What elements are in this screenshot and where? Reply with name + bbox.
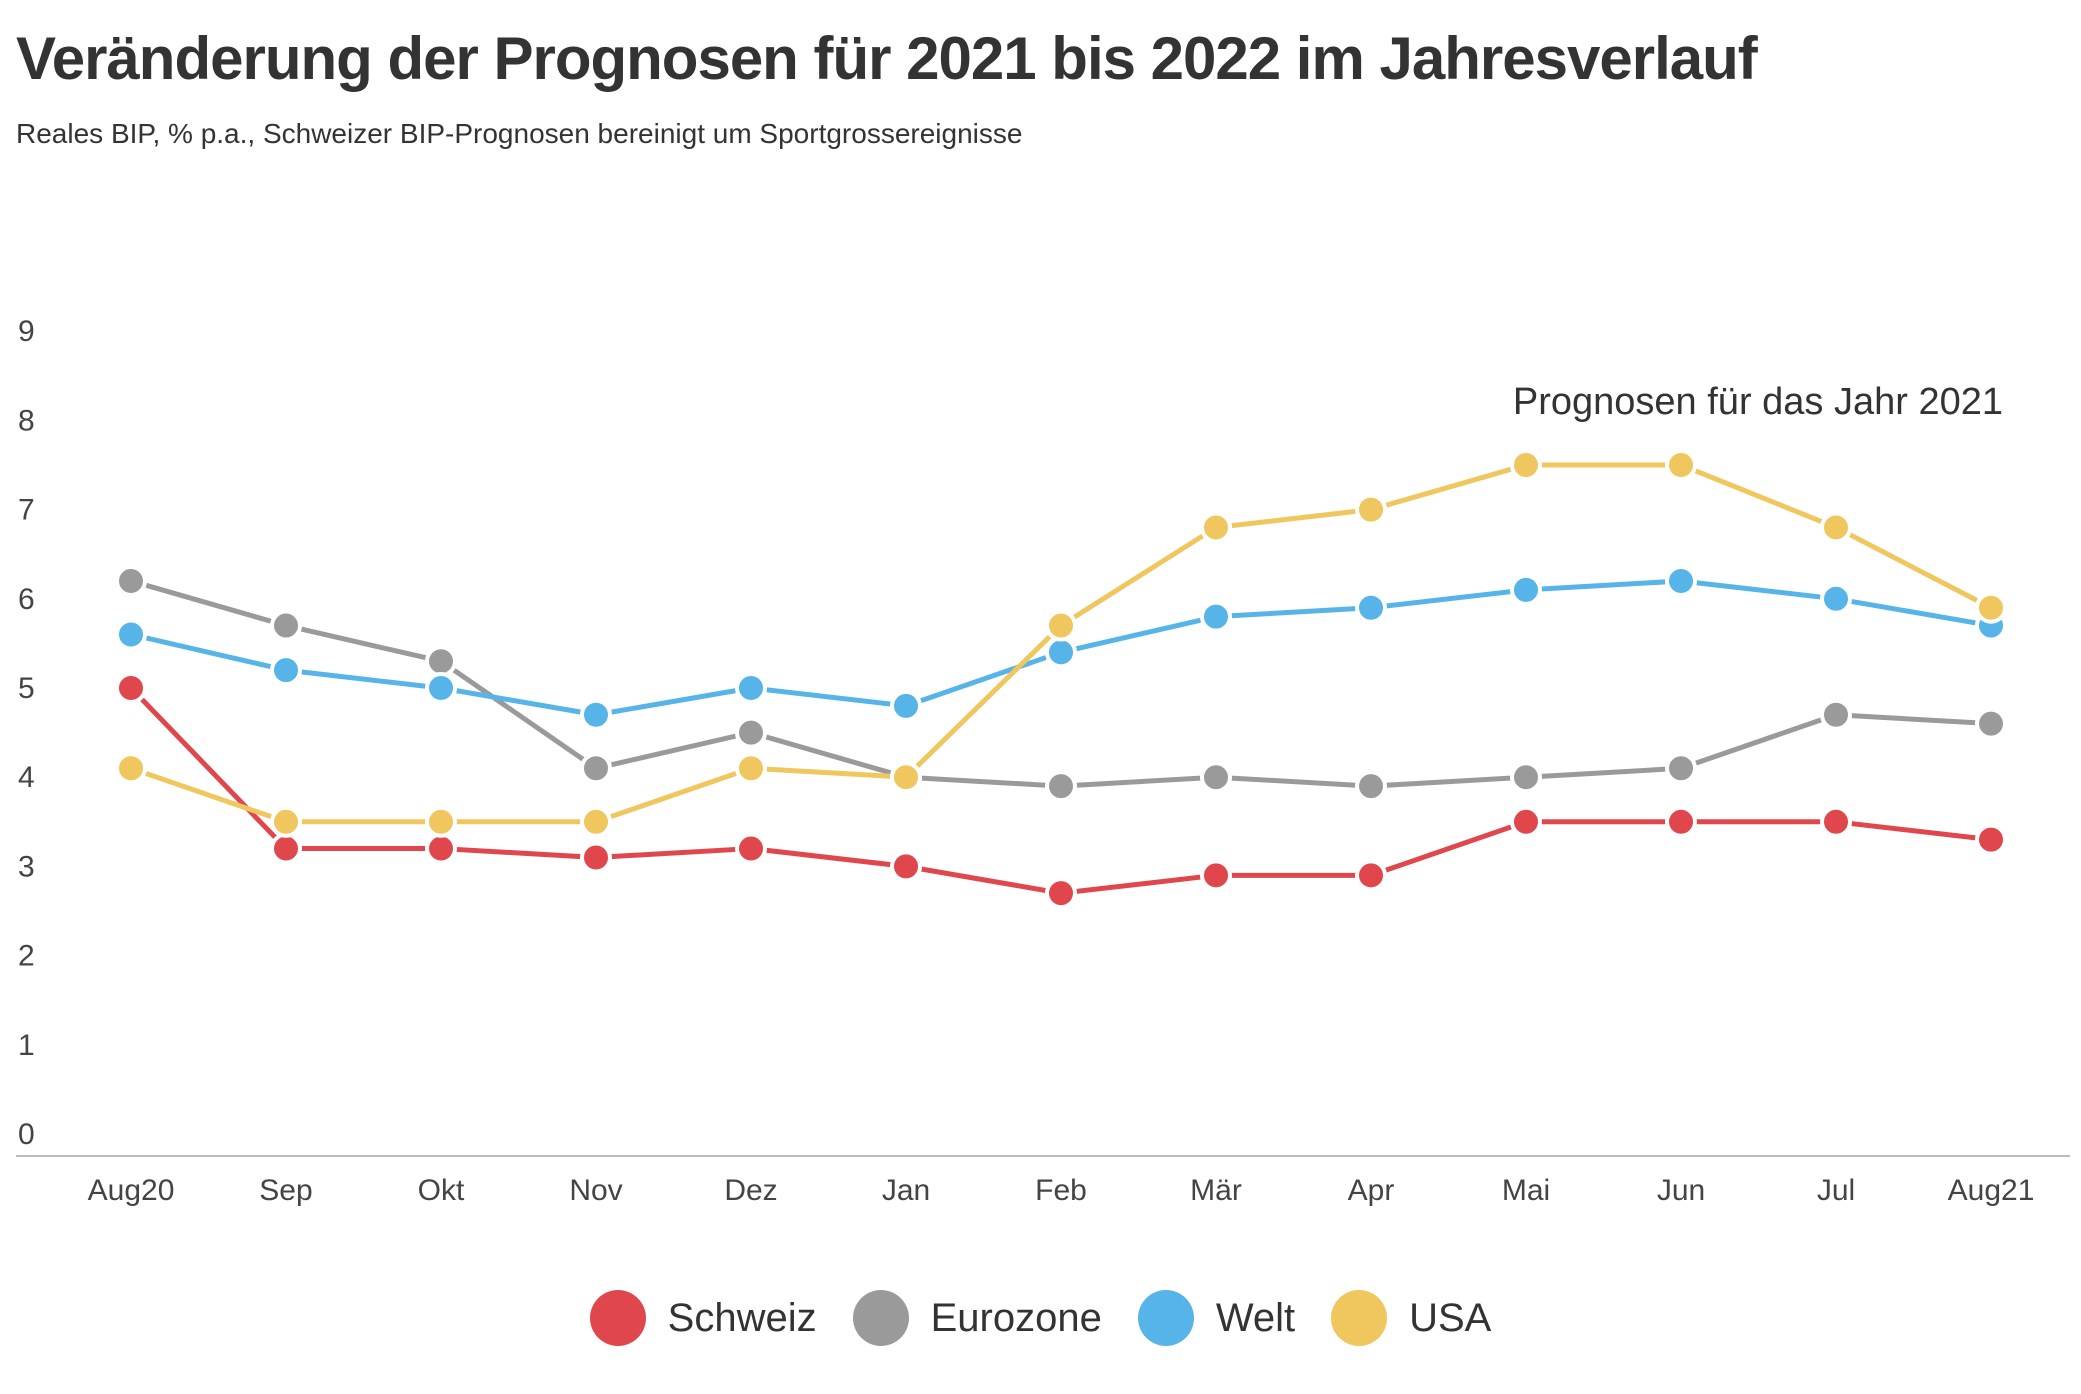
data-point	[1200, 511, 1232, 544]
data-point	[1045, 877, 1077, 910]
data-point	[270, 832, 302, 865]
y-tick-label: 1	[18, 1029, 35, 1062]
data-point	[1355, 859, 1387, 892]
data-point	[580, 752, 612, 785]
data-point	[1510, 805, 1542, 838]
data-point	[425, 805, 457, 838]
data-point	[1665, 805, 1697, 838]
data-point	[425, 645, 457, 678]
x-tick-label: Jan	[882, 1174, 930, 1207]
y-tick-label: 4	[18, 761, 35, 794]
data-point	[1045, 636, 1077, 669]
data-point	[1665, 449, 1697, 481]
data-point	[115, 564, 147, 597]
x-tick-label: Apr	[1348, 1174, 1395, 1207]
data-point	[1975, 591, 2007, 624]
legend-swatch	[1331, 1290, 1388, 1346]
data-point	[735, 716, 767, 749]
legend-swatch	[852, 1290, 909, 1346]
data-point	[1820, 511, 1852, 544]
data-point	[1510, 573, 1542, 606]
data-point	[1510, 449, 1542, 481]
x-tick-label: Jun	[1657, 1174, 1705, 1207]
line-chart: 0 1 2 3 4 5 6 7 8 9 Aug20 Sep Okt Nov Dez Jan Feb Mär Apr M…	[16, 315, 2070, 1207]
legend-label: Eurozone	[930, 1295, 1102, 1340]
data-point	[425, 672, 457, 704]
y-tick-label: 5	[18, 672, 35, 705]
legend-item: Schweiz	[589, 1290, 817, 1346]
series-usa	[115, 449, 2007, 838]
data-point	[115, 672, 147, 704]
legend-label: USA	[1409, 1295, 1492, 1340]
data-point	[1200, 600, 1232, 633]
data-point	[1355, 493, 1387, 526]
data-point	[580, 698, 612, 731]
data-point	[1045, 770, 1077, 803]
data-point	[1355, 591, 1387, 624]
chart-title: Veränderung der Prognosen für 2021 bis 2…	[16, 25, 1758, 92]
y-tick-label: 3	[18, 850, 35, 883]
data-point	[1820, 582, 1852, 615]
data-point	[735, 752, 767, 785]
data-point	[1200, 859, 1232, 892]
x-tick-label: Mai	[1502, 1174, 1550, 1207]
legend-swatch	[589, 1290, 646, 1346]
x-tick-label: Sep	[259, 1174, 312, 1207]
chart-legend: Schweiz Eurozone Welt USA	[0, 1290, 2081, 1346]
legend-swatch	[1137, 1290, 1194, 1346]
data-point	[1665, 752, 1697, 785]
legend-label: Welt	[1215, 1295, 1296, 1340]
x-tick-label: Okt	[418, 1174, 465, 1207]
data-point	[1355, 770, 1387, 803]
y-tick-label: 7	[18, 494, 35, 527]
chart-annotation: Prognosen für das Jahr 2021	[1513, 381, 2003, 423]
legend-label: Schweiz	[667, 1295, 817, 1340]
x-tick-label: Jul	[1817, 1174, 1855, 1207]
data-point	[735, 672, 767, 704]
data-point	[1975, 707, 2007, 740]
data-point	[1200, 761, 1232, 794]
y-tick-label: 6	[18, 583, 35, 616]
series-welt	[115, 564, 2007, 731]
x-tick-label: Nov	[569, 1174, 622, 1207]
data-point	[115, 618, 147, 651]
y-tick-label: 8	[18, 404, 35, 437]
x-tick-label: Aug20	[88, 1174, 175, 1207]
legend-item: USA	[1331, 1290, 1491, 1346]
data-point	[580, 805, 612, 838]
data-point	[890, 761, 922, 794]
chart-subtitle: Reales BIP, % p.a., Schweizer BIP-Progno…	[16, 118, 1023, 149]
x-tick-label: Feb	[1035, 1174, 1087, 1207]
data-point	[270, 654, 302, 687]
data-point	[1045, 609, 1077, 642]
series-eurozone	[115, 564, 2007, 803]
x-tick-label: Dez	[724, 1174, 777, 1207]
x-tick-label: Mär	[1190, 1174, 1242, 1207]
series-schweiz	[115, 672, 2007, 910]
y-tick-label: 9	[18, 315, 35, 348]
data-point	[425, 832, 457, 865]
data-point	[270, 805, 302, 838]
data-point	[580, 841, 612, 874]
data-point	[1820, 805, 1852, 838]
legend-item: Welt	[1137, 1290, 1296, 1346]
y-tick-label: 2	[18, 940, 35, 973]
legend-item: Eurozone	[852, 1290, 1102, 1346]
data-point	[1665, 564, 1697, 597]
data-point	[890, 689, 922, 722]
data-point	[1975, 823, 2007, 856]
data-point	[270, 609, 302, 642]
data-point	[1820, 698, 1852, 731]
x-tick-label: Aug21	[1948, 1174, 2035, 1207]
data-point	[1510, 761, 1542, 794]
data-point	[735, 832, 767, 865]
y-tick-label: 0	[18, 1118, 35, 1151]
data-point	[115, 752, 147, 785]
data-point	[890, 850, 922, 883]
